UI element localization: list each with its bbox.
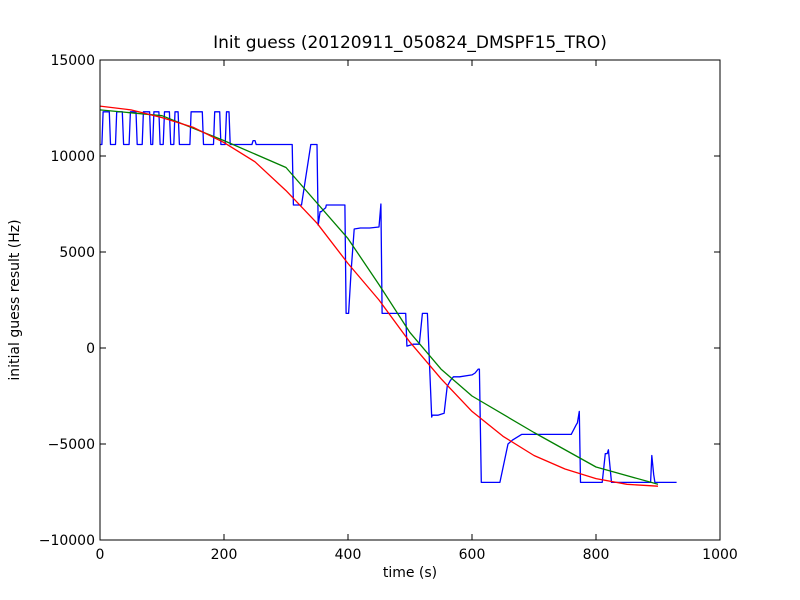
- y-tick-label: 5000: [59, 245, 95, 261]
- y-tick-label: −5000: [48, 437, 95, 453]
- x-tick-label: 1000: [702, 547, 738, 563]
- x-tick-label: 800: [583, 547, 610, 563]
- series-line-1: [100, 111, 677, 484]
- series-line-3: [99, 105, 659, 487]
- plot-background: [100, 60, 720, 540]
- y-axis-label: initial guess result (Hz): [7, 219, 23, 380]
- series-line-2: [99, 109, 659, 485]
- x-tick-label: 200: [211, 547, 238, 563]
- x-tick-label: 400: [335, 547, 362, 563]
- series-lines: [99, 105, 677, 487]
- y-tick-label: −10000: [39, 533, 95, 549]
- y-tick-label: 0: [86, 341, 95, 357]
- x-axis-label: time (s): [383, 565, 437, 581]
- y-tick-label: 15000: [50, 53, 95, 69]
- y-axis-ticks: −10000 −5000 0 5000 10000 15000: [39, 53, 720, 549]
- x-tick-label: 600: [459, 547, 486, 563]
- y-tick-label: 10000: [50, 149, 95, 165]
- plot-frame: [99, 59, 721, 541]
- chart-title: Init guess (20120911_050824_DMSPF15_TRO): [213, 33, 607, 53]
- x-tick-label: 0: [96, 547, 105, 563]
- x-axis-ticks: 0 200 400 600 800 1000: [96, 60, 738, 563]
